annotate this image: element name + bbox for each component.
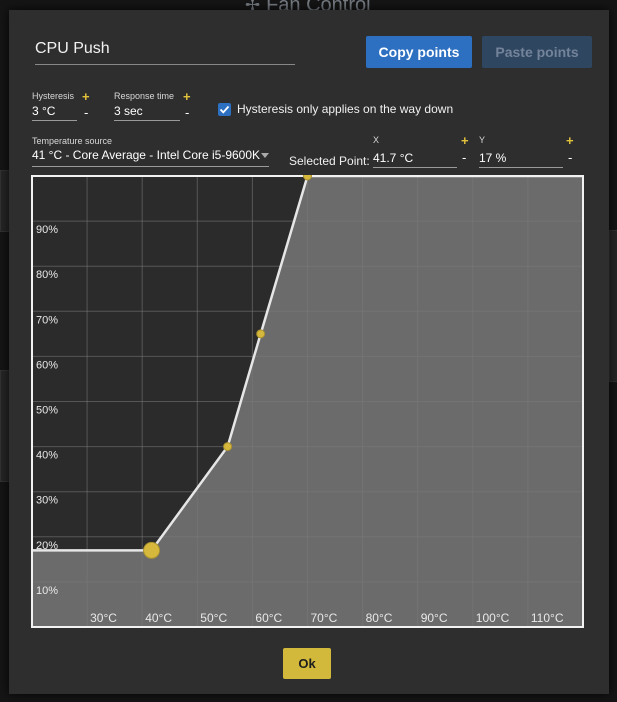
copy-points-button[interactable]: Copy points [366, 36, 472, 68]
temperature-source-value: 41 °C - Core Average - Intel Core i5-960… [32, 148, 261, 162]
response-time-label: Response time [114, 91, 175, 101]
chart-y-tick-label: 70% [36, 314, 58, 326]
chart-x-tick-label: 30°C [90, 611, 117, 625]
hysteresis-minus-button[interactable]: - [84, 105, 89, 120]
x-plus-button[interactable]: + [461, 133, 469, 148]
y-minus-button[interactable]: - [568, 150, 573, 165]
response-time-plus-button[interactable]: + [183, 89, 191, 104]
chart-x-tick-label: 110°C [531, 611, 564, 625]
control-name-field[interactable]: CPU Push [35, 40, 295, 65]
chart-x-tick-label: 40°C [145, 611, 172, 625]
chart-point-selected[interactable] [143, 541, 161, 559]
hysteresis-down-checkbox[interactable] [218, 103, 231, 116]
chart-y-tick-label: 30% [36, 495, 58, 507]
response-time-field[interactable]: 3 sec [114, 102, 180, 121]
ok-button[interactable]: Ok [283, 648, 331, 679]
y-field[interactable]: 17 % [479, 149, 563, 168]
background-panel [609, 230, 617, 382]
y-label: Y [479, 135, 486, 145]
chart-x-tick-label: 70°C [311, 611, 338, 625]
chart-y-tick-label: 20% [36, 540, 58, 552]
chart-point[interactable] [223, 442, 233, 452]
chart-x-tick-label: 100°C [476, 611, 510, 625]
hysteresis-label: Hysteresis [32, 91, 75, 101]
chart-x-tick-label: 60°C [255, 611, 282, 625]
x-label: X [373, 135, 380, 145]
hysteresis-down-label[interactable]: Hysteresis only applies on the way down [237, 102, 454, 116]
chart-y-tick-label: 60% [36, 359, 58, 371]
chart-x-tick-label: 50°C [200, 611, 227, 625]
chart-point[interactable] [303, 175, 312, 181]
x-minus-button[interactable]: - [462, 150, 467, 165]
chart-y-tick-label: 10% [36, 585, 58, 597]
dropdown-arrow-icon [261, 153, 269, 158]
y-plus-button[interactable]: + [566, 133, 574, 148]
hysteresis-plus-button[interactable]: + [82, 89, 90, 104]
temperature-source-label: Temperature source [32, 136, 113, 146]
chart-y-tick-label: 80% [36, 269, 58, 281]
fan-curve-chart[interactable]: 30°C 40°C 50°C 60°C 70°C 80°C 90°C 100°C 110°C 10… [31, 175, 584, 628]
temperature-source-select[interactable]: 41 °C - Core Average - Intel Core i5-960… [32, 146, 269, 167]
curve-editor-dialog: CPU Push Copy points Paste points Hyster… [9, 10, 609, 694]
x-field[interactable]: 41.7 °C [373, 149, 457, 168]
hysteresis-field[interactable]: 3 °C [32, 102, 77, 121]
chart-x-tick-label: 80°C [366, 611, 393, 625]
chart-y-tick-label: 50% [36, 405, 58, 417]
selected-point-label: Selected Point: [289, 154, 370, 168]
chart-y-tick-label: 90% [36, 224, 58, 236]
paste-points-button[interactable]: Paste points [482, 36, 592, 68]
checkmark-icon [219, 105, 230, 114]
chart-x-tick-label: 90°C [421, 611, 448, 625]
chart-y-tick-label: 40% [36, 450, 58, 462]
chart-point[interactable] [256, 329, 266, 339]
response-time-minus-button[interactable]: - [185, 105, 190, 120]
